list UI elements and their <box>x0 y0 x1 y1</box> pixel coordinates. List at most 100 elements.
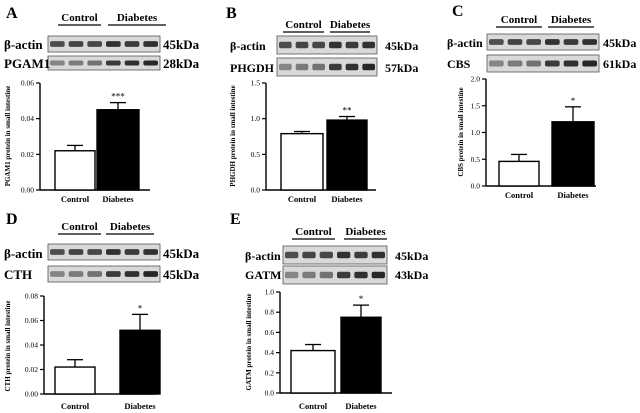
blot-band <box>279 63 292 71</box>
blot-band <box>362 63 375 71</box>
group-label-control: Control <box>295 226 331 238</box>
blot-band <box>106 41 121 47</box>
blot-band <box>143 41 158 47</box>
blot-band <box>124 271 140 277</box>
panel-label: A <box>6 5 18 22</box>
blot-band <box>507 39 523 45</box>
blot-protein-name: PGAM1 <box>4 56 50 71</box>
x-tick-label-control: Control <box>61 401 90 411</box>
y-axis-label: CBS protein in small intestine <box>457 87 465 176</box>
blot-protein-name: β-actin <box>447 36 483 50</box>
y-tick-label: 0.04 <box>21 114 34 123</box>
y-tick-label: 0.0 <box>471 182 481 191</box>
panel-D: D Control Diabetes β-actin 45kDa CTH 45kDa 0.00… <box>4 211 200 411</box>
blot-band <box>545 39 560 45</box>
blot-band <box>319 271 333 279</box>
panel-label: B <box>226 5 237 22</box>
blot-band <box>337 271 351 279</box>
blot-strip-0 <box>47 35 161 53</box>
blot-band <box>371 271 385 279</box>
blot-protein-name: CTH <box>4 267 32 282</box>
y-tick-label: 0.5 <box>471 155 481 164</box>
blot-band <box>285 271 299 279</box>
blot-band <box>106 60 121 66</box>
panel-label: E <box>230 211 241 228</box>
x-tick-label-control: Control <box>299 401 328 411</box>
blot-band <box>68 249 84 255</box>
blot-band <box>302 271 316 279</box>
blot-band <box>68 271 84 277</box>
blot-band <box>582 60 597 67</box>
significance-marker: * <box>138 303 143 313</box>
blot-band <box>87 41 102 47</box>
blot-band <box>124 60 140 66</box>
blot-kda-label: 61kDa <box>603 57 636 71</box>
blot-band <box>143 60 158 66</box>
blot-band <box>50 271 65 277</box>
blot-protein-name: GATM <box>245 268 281 282</box>
blot-band <box>279 41 292 49</box>
blot-band <box>106 271 121 277</box>
blot-band <box>143 271 158 277</box>
blot-band <box>489 39 504 45</box>
blot-band <box>87 249 102 255</box>
y-tick-label: 0.02 <box>21 150 34 159</box>
bar-control <box>290 349 336 394</box>
blot-band <box>124 249 140 255</box>
blot-band <box>50 41 65 47</box>
y-tick-label: 0.0 <box>265 389 275 398</box>
x-tick-label-diabetes: Diabetes <box>331 194 363 204</box>
blot-strip-1 <box>282 265 388 285</box>
y-axis-label: CTH protein in small intestine <box>4 301 12 392</box>
x-tick-label-control: Control <box>61 194 90 204</box>
blot-band <box>362 41 375 49</box>
blot-strip-0 <box>486 33 600 51</box>
group-label-diabetes: Diabetes <box>330 19 371 31</box>
blot-band <box>68 41 84 47</box>
blot-band <box>582 39 597 45</box>
blot-protein-name: β-actin <box>230 39 266 53</box>
blot-band <box>124 41 140 47</box>
blot-band <box>319 251 333 259</box>
y-tick-label: 2.0 <box>471 75 481 84</box>
blot-kda-label: 45kDa <box>603 36 636 50</box>
panel-label: C <box>452 3 464 20</box>
blot-strip-1 <box>47 55 161 71</box>
bar-diabetes <box>551 121 595 187</box>
y-tick-label: 0.06 <box>25 316 38 325</box>
blot-kda-label: 45kDa <box>163 37 200 52</box>
blot-protein-name: β-actin <box>245 249 281 263</box>
blot-kda-label: 57kDa <box>385 61 418 75</box>
blot-band <box>329 63 342 71</box>
y-tick-label: 0.5 <box>251 150 261 159</box>
blot-strip-0 <box>47 243 161 261</box>
group-label-control: Control <box>501 14 537 26</box>
panel-A: A Control Diabetes β-actin 45kDa PGAM1 28kDa 0.… <box>4 5 200 204</box>
panel-label: D <box>6 211 18 228</box>
y-tick-label: 1.5 <box>251 79 261 88</box>
y-tick-label: 1.0 <box>471 128 481 137</box>
panel-E: E Control Diabetes β-actin 45kDa GATM 43kDa 0.0… <box>230 211 428 411</box>
bar-control <box>54 366 96 395</box>
blot-kda-label: 28kDa <box>163 56 200 71</box>
x-tick-label-diabetes: Diabetes <box>345 401 377 411</box>
blot-band <box>371 251 385 259</box>
blot-protein-name: β-actin <box>4 37 43 52</box>
blot-band <box>329 41 342 49</box>
blot-band <box>354 251 368 259</box>
group-label-control: Control <box>61 221 97 233</box>
significance-marker: * <box>359 294 364 304</box>
y-tick-label: 0.6 <box>265 328 275 337</box>
blot-protein-name: PHGDH <box>230 61 275 75</box>
significance-marker: *** <box>111 92 125 102</box>
y-tick-label: 0.2 <box>265 368 275 377</box>
blot-band <box>345 41 359 49</box>
blot-strip-0 <box>276 35 378 55</box>
blot-strip-0 <box>282 245 388 265</box>
x-tick-label-control: Control <box>505 190 534 200</box>
group-label-control: Control <box>61 12 97 24</box>
y-tick-label: 0.02 <box>25 365 38 374</box>
blot-band <box>563 60 579 67</box>
blot-kda-label: 43kDa <box>395 268 428 282</box>
y-tick-label: 0.04 <box>25 341 38 350</box>
